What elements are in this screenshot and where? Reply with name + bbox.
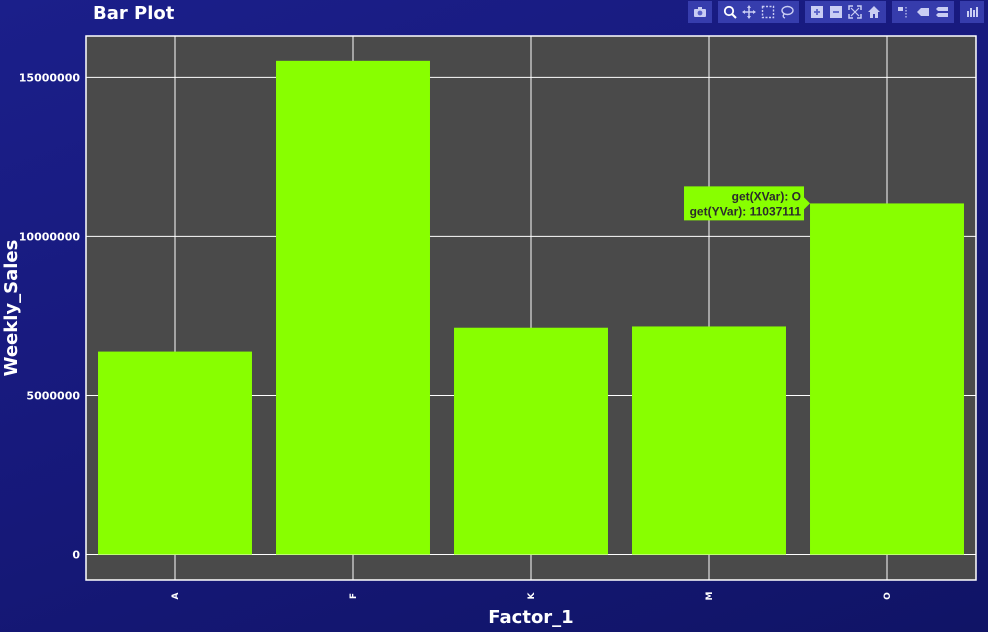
modebar [688, 1, 984, 23]
bar-F[interactable] [276, 60, 430, 555]
zoom-icon[interactable] [722, 4, 738, 20]
y-axis-ticks: 0 5000000 10000000 15000000 [19, 71, 81, 561]
y-tick-label: 0 [72, 549, 80, 562]
tooltip-box [684, 186, 811, 221]
x-tick-label: A [171, 592, 181, 599]
autoscale-icon[interactable] [847, 4, 863, 20]
tooltip-y-value: get(YVar): 11037111 [690, 204, 802, 218]
plotly-logo-icon[interactable] [964, 4, 980, 20]
pan-icon[interactable] [741, 4, 757, 20]
modebar-group-logo [960, 1, 984, 23]
chart-title: Bar Plot [93, 3, 175, 24]
x-axis-title: Factor_1 [488, 607, 573, 628]
bar-M[interactable] [632, 326, 786, 555]
lasso-select-icon[interactable] [779, 4, 795, 20]
modebar-group-export [688, 1, 712, 23]
bars[interactable] [98, 60, 964, 555]
camera-icon[interactable] [692, 4, 708, 20]
hover-tooltip: get(XVar): O get(YVar): 11037111 [684, 186, 811, 221]
x-tick-label: O [883, 592, 893, 600]
y-axis-title: Weekly_Sales [1, 240, 22, 377]
y-tick-label: 10000000 [19, 230, 81, 243]
y-tick-label: 15000000 [19, 71, 81, 84]
spike-lines-icon[interactable] [896, 4, 912, 20]
x-tick-label: K [527, 591, 537, 599]
y-tick-label: 5000000 [26, 389, 80, 402]
modebar-group-zoom [805, 1, 886, 23]
modebar-group-drag [718, 1, 799, 23]
box-select-icon[interactable] [760, 4, 776, 20]
zoom-out-icon[interactable] [828, 4, 844, 20]
x-tick-label: M [705, 591, 715, 600]
bar-K[interactable] [454, 327, 608, 555]
tooltip-x-value: get(XVar): O [732, 189, 801, 203]
modebar-group-hover [892, 1, 954, 23]
zoom-in-icon[interactable] [809, 4, 825, 20]
hover-compare-icon[interactable] [934, 4, 950, 20]
x-tick-label: F [349, 593, 359, 599]
bar-O[interactable] [810, 203, 964, 555]
bar-A[interactable] [98, 351, 252, 555]
hover-closest-icon[interactable] [915, 4, 931, 20]
reset-axes-icon[interactable] [866, 4, 882, 20]
